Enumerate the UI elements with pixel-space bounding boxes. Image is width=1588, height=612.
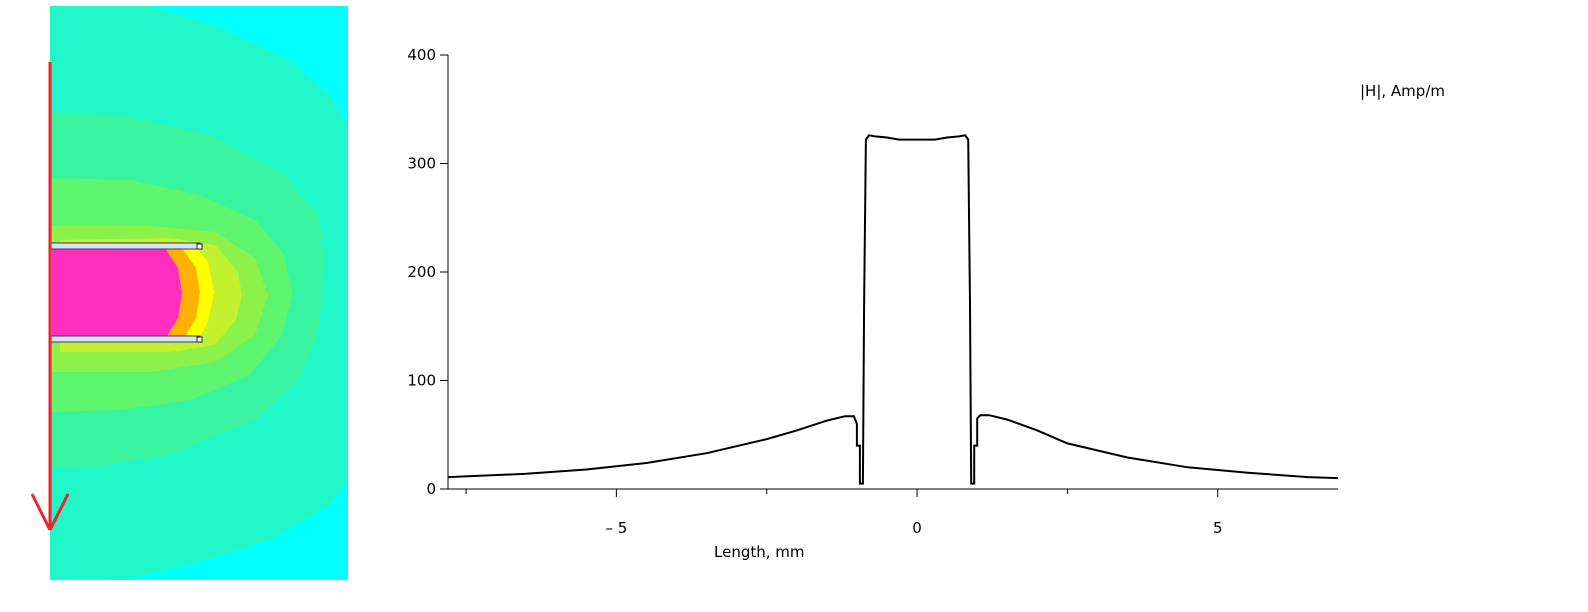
chart-panel: 0 100 200 300 400 – 5 0 5 |H|, Amp/m Length, m… — [360, 0, 1588, 608]
arrow-down-icon — [30, 62, 70, 531]
line-chart: 0 100 200 300 400 – 5 0 5 |H|, Amp/m Length, m… — [407, 46, 1445, 561]
x-axis: – 5 0 5 — [448, 488, 1338, 537]
field-map — [30, 6, 348, 580]
y-axis: 0 100 200 300 400 — [407, 46, 449, 498]
field-map-panel — [0, 0, 360, 608]
x-axis-label: Length, mm — [714, 543, 805, 561]
y-axis-label: |H|, Amp/m — [1360, 82, 1445, 100]
y-tick-label: 200 — [407, 263, 436, 281]
x-tick-label: 0 — [912, 519, 922, 537]
x-tick-label: 5 — [1213, 519, 1223, 537]
series-line-h-field — [447, 134, 1339, 485]
field-contour-interior — [52, 248, 182, 338]
y-tick-label: 100 — [407, 372, 436, 390]
x-tick-label: – 5 — [605, 519, 627, 537]
y-tick-label: 300 — [407, 155, 436, 173]
y-tick-label: 400 — [407, 46, 436, 64]
y-tick-label: 0 — [426, 480, 436, 498]
